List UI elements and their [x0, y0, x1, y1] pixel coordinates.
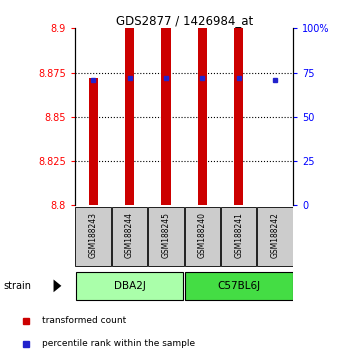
Text: transformed count: transformed count	[42, 316, 126, 325]
Bar	[89, 78, 98, 205]
Title: GDS2877 / 1426984_at: GDS2877 / 1426984_at	[116, 14, 253, 27]
Bar	[198, 28, 207, 205]
Bar	[125, 28, 134, 205]
Text: GSM188244: GSM188244	[125, 212, 134, 258]
Text: percentile rank within the sample: percentile rank within the sample	[42, 339, 195, 348]
Text: C57BL6J: C57BL6J	[217, 281, 260, 291]
Text: GSM188245: GSM188245	[161, 212, 170, 258]
Bar	[148, 207, 184, 266]
Text: GSM188240: GSM188240	[198, 212, 207, 258]
Text: GSM188243: GSM188243	[89, 212, 98, 258]
Bar	[221, 207, 256, 266]
Text: DBA2J: DBA2J	[114, 281, 146, 291]
Text: GSM188241: GSM188241	[234, 212, 243, 258]
Text: GSM188242: GSM188242	[270, 212, 280, 258]
Bar	[75, 207, 111, 266]
Bar	[185, 272, 293, 300]
Bar	[184, 207, 220, 266]
Bar	[161, 28, 170, 205]
Text: strain: strain	[3, 281, 31, 291]
Polygon shape	[54, 280, 61, 292]
Bar	[257, 207, 293, 266]
Bar	[76, 272, 183, 300]
Bar	[234, 28, 243, 205]
Bar	[112, 207, 147, 266]
